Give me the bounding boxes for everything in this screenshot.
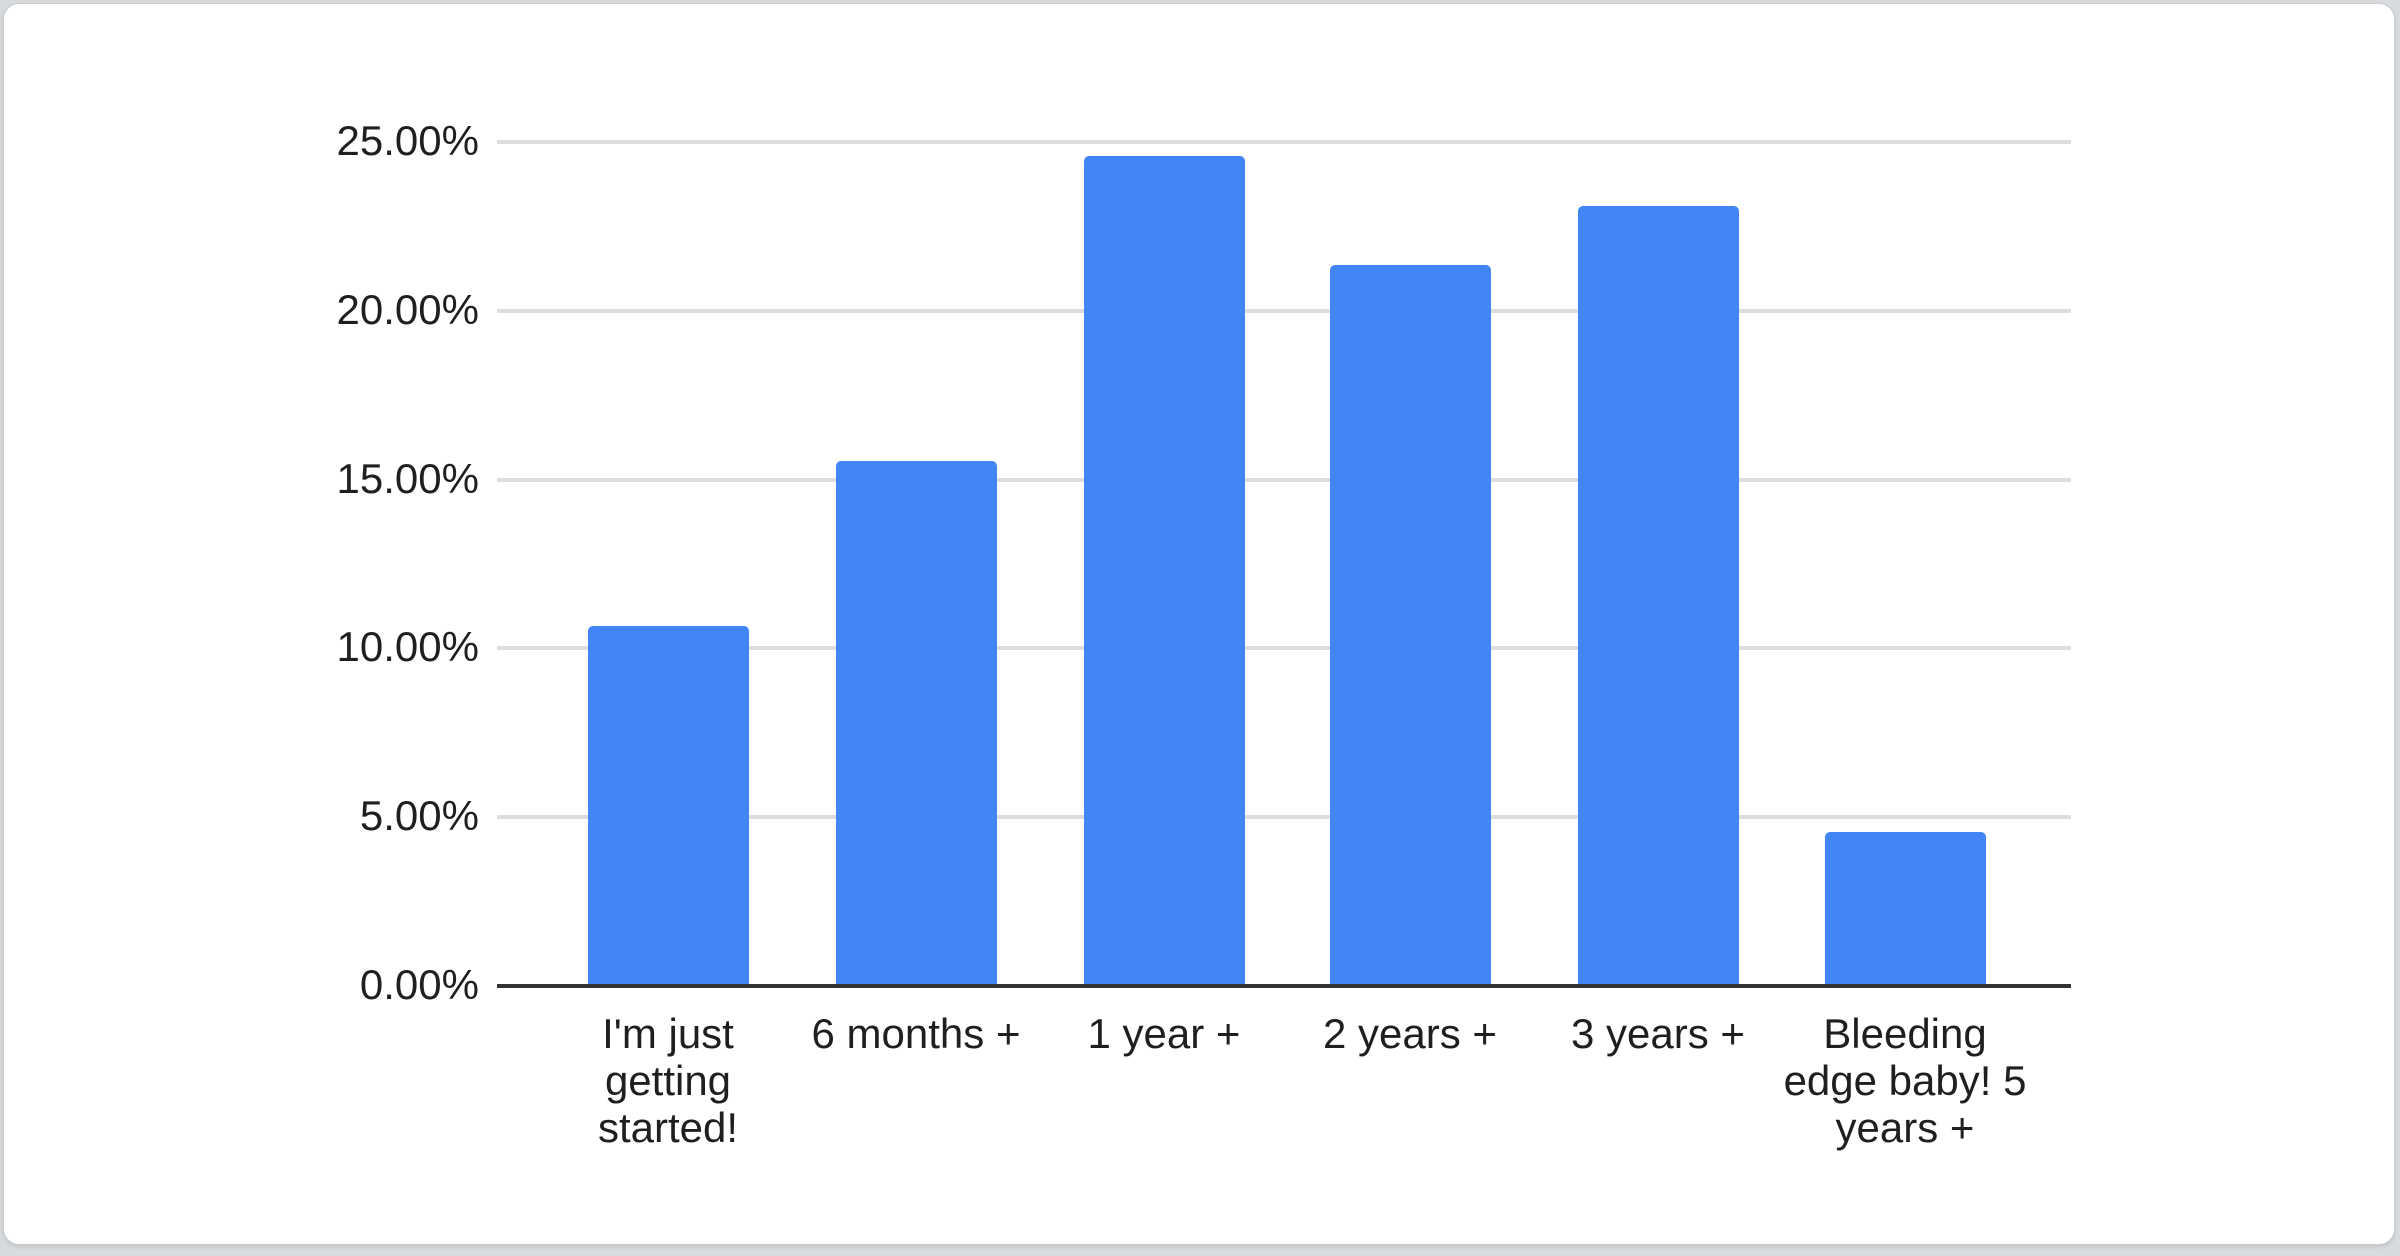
bar-3[interactable] <box>1083 155 1245 986</box>
bar-6[interactable] <box>1824 832 1986 986</box>
bar-1[interactable] <box>587 626 749 986</box>
bar-4[interactable] <box>1329 265 1491 986</box>
gridline-25.00% <box>497 140 2071 144</box>
x-axis-category-label: 1 year + <box>1087 1010 1241 1057</box>
x-axis-category-label: I'm just getting started! <box>597 1010 739 1151</box>
gridline-5.00% <box>497 815 2071 820</box>
x-axis-category-label: Bleeding edge baby! 5 years + <box>1783 1010 2027 1151</box>
y-axis-tick-label: 15.00% <box>336 454 479 502</box>
gridline-15.00% <box>497 477 2071 482</box>
bar-5[interactable] <box>1577 206 1739 986</box>
y-axis-tick-label: 5.00% <box>359 792 479 840</box>
gridline-20.00% <box>497 308 2071 313</box>
y-axis-tick-label: 25.00% <box>336 117 479 165</box>
bar-chart: I'm just getting started! 6 months + 1 yea… <box>4 4 2394 1244</box>
y-axis-tick-label: 10.00% <box>336 623 479 671</box>
x-axis-category-label: 6 months + <box>811 1010 1021 1057</box>
gridline-10.00% <box>497 646 2071 651</box>
x-axis-category-label: 3 years + <box>1571 1010 1745 1057</box>
x-axis-line <box>497 984 2071 988</box>
x-axis-category-label: 2 years + <box>1323 1010 1497 1057</box>
chart-card: I'm just getting started! 6 months + 1 yea… <box>3 3 2395 1245</box>
y-axis-tick-label: 0.00% <box>359 961 479 1009</box>
bar-2[interactable] <box>835 461 997 986</box>
y-axis-tick-label: 20.00% <box>336 285 479 333</box>
